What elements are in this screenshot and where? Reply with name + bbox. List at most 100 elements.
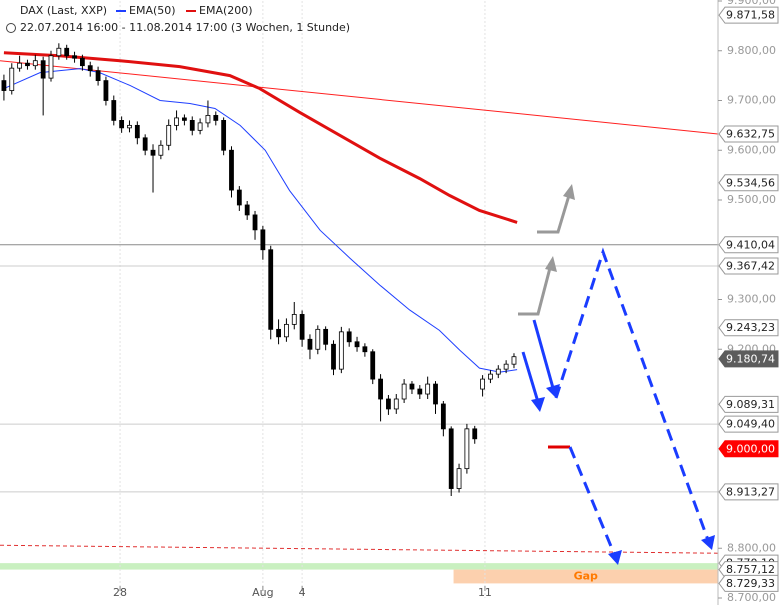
chart-subtitle: 22.07.2014 16:00 - 11.08.2014 17:00 (3 W… — [20, 21, 350, 34]
level-label: 8.913,27 — [726, 485, 775, 498]
candle-body — [213, 115, 219, 121]
level-label: 9.632,75 — [726, 127, 775, 140]
x-tick-label: 28 — [113, 586, 127, 599]
candle-body — [79, 57, 85, 67]
level-label: 8.757,12 — [726, 563, 775, 576]
candle-body — [72, 55, 77, 59]
candle-body — [488, 373, 493, 380]
y-tick-label: 8.800,00 — [727, 541, 776, 554]
background-layer: Gap — [0, 1, 719, 598]
level-box — [718, 483, 779, 501]
candle-body — [268, 249, 274, 330]
arrow — [518, 263, 553, 316]
candle-body — [291, 314, 297, 325]
candle-body — [433, 383, 438, 405]
candle-body — [87, 65, 93, 72]
candle-body — [174, 117, 179, 126]
arrow — [532, 319, 555, 389]
candle-body — [331, 343, 336, 370]
chart-title: DAX (Last, XXP) — [20, 4, 107, 17]
legend: DAX (Last, XXP) EMA(50) EMA(200) 22.07.2… — [6, 4, 350, 34]
level-label: 9.000,00 — [726, 442, 775, 455]
candle-body — [166, 124, 172, 146]
level-box — [718, 395, 779, 413]
level-box — [718, 574, 779, 592]
scenario-arrows — [518, 184, 715, 565]
level-label: 8.729,33 — [726, 577, 775, 590]
candle-body — [456, 468, 462, 489]
arrowhead — [531, 397, 545, 412]
level-box — [718, 6, 779, 24]
level-box — [718, 350, 779, 368]
candle-body — [1, 80, 7, 91]
candle-body — [189, 120, 195, 131]
candle-body — [221, 120, 227, 151]
candle-body — [64, 47, 70, 57]
zone-label: Gap — [574, 569, 598, 582]
candle-body — [338, 331, 344, 370]
candle-body — [158, 144, 164, 156]
candle-body — [299, 314, 305, 340]
candle-body — [511, 356, 517, 365]
candle-body — [401, 383, 407, 400]
y-tick-label: 9.600,00 — [727, 143, 776, 156]
trendline — [0, 60, 719, 135]
level-box — [718, 257, 779, 275]
candle-body — [417, 388, 423, 395]
arrow — [537, 191, 572, 234]
y-tick-label: 9.800,00 — [727, 44, 776, 57]
arrowhead — [545, 256, 557, 272]
trendline — [0, 544, 719, 554]
candle-body — [134, 124, 140, 139]
zone — [453, 569, 718, 584]
candle-body — [244, 204, 250, 216]
candle-body — [9, 67, 15, 91]
x-tick-label: 4 — [299, 586, 306, 599]
legend-label: EMA(200) — [199, 4, 253, 17]
candle-body — [197, 122, 203, 131]
level-label: 9.534,56 — [726, 176, 775, 189]
candle-body — [32, 60, 38, 67]
candle-body — [48, 55, 54, 79]
candle-body — [362, 346, 368, 353]
candle-body — [378, 378, 383, 400]
y-tick-label: 9.900,00 — [727, 0, 776, 7]
level-label: 9.871,58 — [726, 9, 775, 22]
candle-body — [276, 328, 281, 338]
candle-body — [119, 120, 125, 129]
candle-body — [323, 328, 329, 345]
y-tick-label: 9.300,00 — [727, 293, 776, 306]
legend-label: EMA(50) — [129, 4, 176, 17]
arrowhead — [608, 550, 622, 565]
candle-body — [503, 363, 509, 370]
candle-body — [150, 149, 156, 156]
candle-body — [495, 368, 501, 375]
dashed-arrow — [554, 247, 710, 541]
candle-body — [386, 398, 391, 410]
candle-body — [472, 428, 478, 440]
x-tick-label: Aug — [252, 586, 273, 599]
level-label: 9.049,40 — [726, 418, 775, 431]
candle-body — [142, 137, 148, 151]
zone — [0, 563, 718, 570]
level-label: 9.367,42 — [726, 259, 775, 272]
level-label: 9.089,31 — [726, 398, 775, 411]
candle-body — [40, 60, 46, 79]
level-box — [718, 319, 779, 337]
candle-body — [17, 62, 23, 69]
candle-body — [393, 398, 399, 410]
candle-body — [425, 383, 431, 395]
candle-body — [103, 80, 109, 101]
candle-body — [182, 117, 187, 121]
level-label: 9.180,74 — [726, 352, 775, 365]
x-tick-label: 11 — [478, 586, 492, 599]
candle-body — [260, 229, 266, 251]
candle-body — [440, 403, 446, 430]
candle-body — [284, 323, 289, 338]
candle-body — [370, 351, 376, 380]
arrowhead — [563, 184, 575, 200]
level-box — [718, 125, 779, 143]
candle-body — [252, 214, 258, 231]
candle-body — [236, 189, 242, 206]
candle-body — [448, 428, 454, 489]
